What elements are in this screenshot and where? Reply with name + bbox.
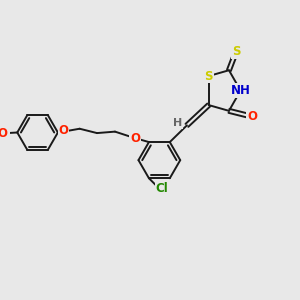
- Text: O: O: [0, 127, 8, 140]
- Text: O: O: [59, 124, 69, 137]
- Text: H: H: [173, 118, 182, 128]
- Text: S: S: [232, 45, 241, 58]
- Text: O: O: [247, 110, 257, 123]
- Text: S: S: [204, 70, 213, 83]
- Text: Cl: Cl: [156, 182, 168, 195]
- Text: O: O: [130, 132, 140, 145]
- Text: NH: NH: [231, 84, 250, 97]
